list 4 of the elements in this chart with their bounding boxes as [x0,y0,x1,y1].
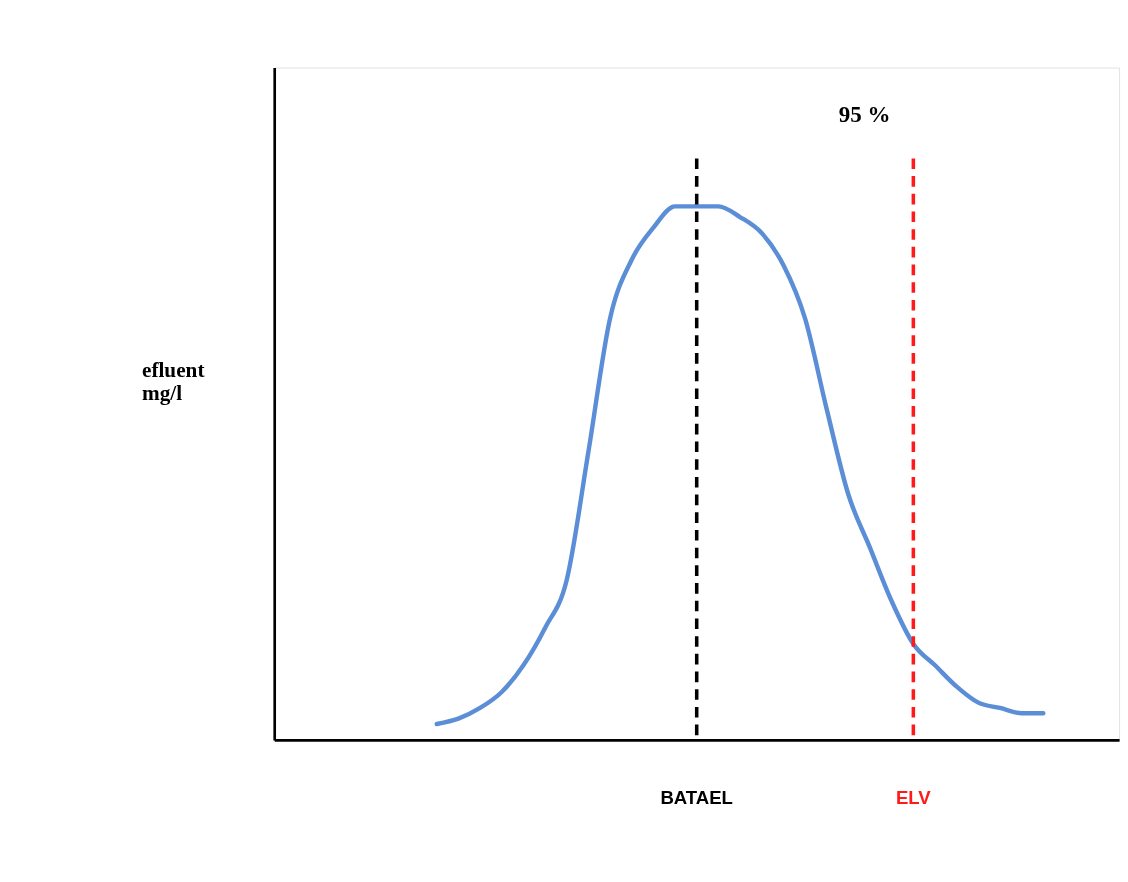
text: 95 % [838,101,891,127]
x-tick-label: BATAEL [660,787,733,809]
x-tick-label: ELV [895,787,932,809]
y-axis-title: efluent mg/l [142,357,205,405]
